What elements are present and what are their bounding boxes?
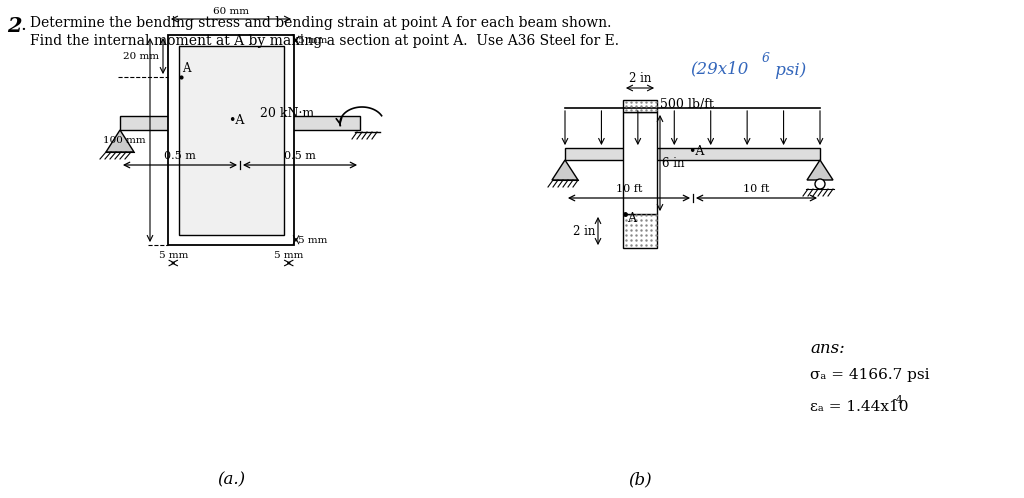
Polygon shape — [106, 130, 134, 152]
Text: Find the internal moment at A by making a section at point A.  Use A36 Steel for: Find the internal moment at A by making … — [30, 34, 618, 48]
Text: 5 mm: 5 mm — [274, 251, 303, 260]
Text: -4: -4 — [893, 395, 904, 405]
Text: psi): psi) — [770, 62, 806, 79]
Text: .: . — [20, 16, 26, 34]
Text: 2: 2 — [7, 16, 22, 36]
Text: 5 mm: 5 mm — [298, 236, 328, 245]
Text: 60 mm: 60 mm — [213, 7, 249, 16]
Circle shape — [815, 179, 825, 189]
Bar — [178, 45, 284, 235]
Text: 10 ft: 10 ft — [615, 184, 642, 194]
Text: 6: 6 — [762, 52, 770, 65]
Text: 5 mm: 5 mm — [159, 251, 188, 260]
Text: 0.5 m: 0.5 m — [284, 151, 316, 161]
Text: 20 kN·m: 20 kN·m — [260, 107, 314, 120]
Bar — [623, 112, 657, 214]
Bar — [120, 116, 360, 130]
Bar — [168, 35, 294, 245]
Text: εₐ = 1.44x10: εₐ = 1.44x10 — [810, 400, 908, 414]
Text: •A: •A — [228, 114, 245, 126]
Text: 20 mm: 20 mm — [123, 51, 159, 60]
Polygon shape — [807, 160, 833, 180]
Text: •A: •A — [688, 144, 705, 157]
Text: 6 in: 6 in — [662, 156, 684, 169]
Text: 0.5 m: 0.5 m — [164, 151, 196, 161]
Text: 2 in: 2 in — [629, 72, 651, 85]
Text: 5 mm: 5 mm — [298, 35, 328, 44]
Text: 2 in: 2 in — [572, 225, 595, 238]
Text: Determine the bending stress and bending strain at point A for each beam shown.: Determine the bending stress and bending… — [30, 16, 611, 30]
Text: (29x10: (29x10 — [690, 60, 749, 77]
Text: A: A — [182, 62, 191, 75]
Text: (a.): (a.) — [217, 471, 245, 488]
Text: ans:: ans: — [810, 340, 845, 357]
Bar — [565, 148, 820, 160]
Text: 500 lb/ft: 500 lb/ft — [660, 98, 714, 111]
Bar — [623, 100, 657, 112]
Text: σₐ = 4166.7 psi: σₐ = 4166.7 psi — [810, 368, 930, 382]
Text: (b): (b) — [628, 471, 652, 488]
Text: 100 mm: 100 mm — [103, 135, 146, 144]
Text: A: A — [627, 212, 636, 225]
Bar — [623, 214, 657, 248]
Polygon shape — [552, 160, 578, 180]
Text: 10 ft: 10 ft — [743, 184, 770, 194]
